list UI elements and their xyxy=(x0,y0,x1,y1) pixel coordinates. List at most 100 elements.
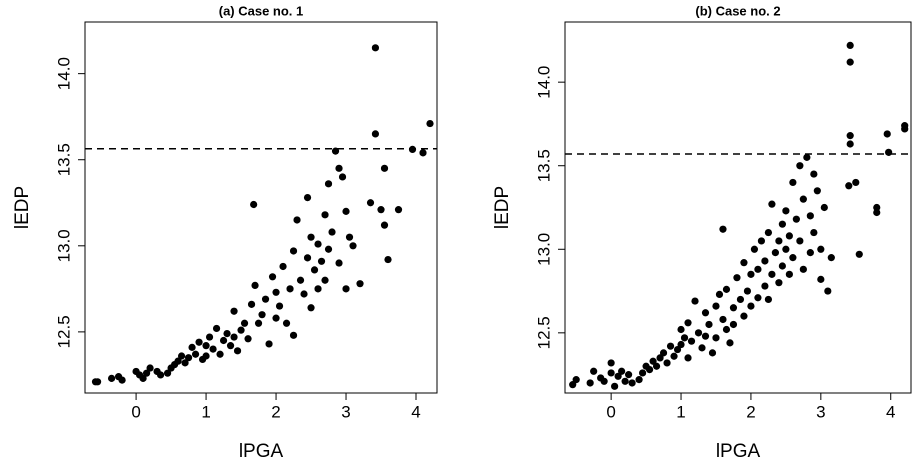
data-point xyxy=(715,290,724,299)
data-point xyxy=(649,357,657,365)
data-point xyxy=(852,178,860,187)
data-point xyxy=(272,314,280,322)
data-point xyxy=(635,376,643,384)
y-tick-label: 13.0 xyxy=(534,233,553,266)
data-point xyxy=(694,329,703,337)
data-point xyxy=(768,200,776,208)
data-point xyxy=(883,130,891,138)
data-point xyxy=(293,216,301,224)
y-axis-label: lEDP xyxy=(492,186,513,229)
data-point xyxy=(813,187,821,195)
data-point xyxy=(237,326,245,334)
data-point xyxy=(873,203,881,212)
data-point xyxy=(377,206,385,214)
data-point xyxy=(785,270,793,278)
data-point xyxy=(240,319,249,327)
data-point xyxy=(775,279,783,287)
y-axis-label: lEDP xyxy=(12,186,33,229)
data-point xyxy=(778,220,786,228)
y-tick-label: 12.5 xyxy=(54,315,73,348)
data-point xyxy=(799,265,807,273)
data-point xyxy=(768,270,776,278)
data-point xyxy=(303,254,312,262)
data-point xyxy=(324,245,333,253)
data-point xyxy=(789,178,797,187)
data-point xyxy=(796,162,804,170)
data-point xyxy=(810,170,818,178)
chart-title: (b) Case no. 2 xyxy=(695,3,780,18)
data-point xyxy=(618,367,626,375)
data-point xyxy=(782,245,790,253)
data-point xyxy=(265,340,273,348)
data-point xyxy=(796,237,804,245)
data-point xyxy=(827,254,835,262)
data-point xyxy=(586,379,594,387)
data-point xyxy=(261,295,270,303)
data-point xyxy=(712,302,720,310)
data-point xyxy=(684,319,692,327)
data-point xyxy=(799,195,807,203)
data-point xyxy=(191,350,200,358)
data-point xyxy=(666,342,675,350)
y-tick-label: 14.0 xyxy=(534,66,553,99)
data-point xyxy=(747,270,755,278)
data-point xyxy=(569,381,577,389)
data-point xyxy=(901,125,909,133)
data-point xyxy=(275,302,284,310)
data-point xyxy=(873,208,881,217)
data-point xyxy=(212,324,221,333)
data-point xyxy=(719,315,727,324)
data-point xyxy=(314,240,322,248)
data-point xyxy=(701,309,710,317)
data-point xyxy=(223,330,231,338)
y-tick-label: 12.5 xyxy=(534,316,553,349)
data-point xyxy=(677,340,685,349)
data-point xyxy=(184,354,193,362)
data-point xyxy=(244,335,252,343)
data-point xyxy=(380,164,389,172)
data-point xyxy=(778,262,786,270)
data-point xyxy=(638,369,647,377)
data-point xyxy=(761,257,769,265)
data-point xyxy=(845,182,853,190)
data-point xyxy=(146,364,154,372)
data-point xyxy=(202,342,210,350)
data-point xyxy=(118,376,126,384)
x-tick-label: 2 xyxy=(746,402,755,421)
data-point xyxy=(750,245,759,253)
data-point xyxy=(789,254,797,262)
data-point xyxy=(188,343,196,351)
x-tick-label: 2 xyxy=(271,402,280,421)
data-point xyxy=(394,206,403,214)
data-point xyxy=(754,294,762,302)
x-tick-label: 1 xyxy=(201,402,210,421)
data-point xyxy=(286,285,294,293)
data-point xyxy=(328,228,336,236)
data-point xyxy=(656,354,664,362)
data-point xyxy=(719,225,727,233)
data-point xyxy=(209,345,217,353)
data-point xyxy=(371,44,380,52)
data-point xyxy=(747,302,755,310)
data-point xyxy=(722,325,731,334)
data-point xyxy=(380,221,389,229)
data-point xyxy=(303,194,312,202)
y-tick-label: 13.5 xyxy=(534,149,553,182)
data-point xyxy=(296,276,305,284)
data-point xyxy=(614,372,622,380)
data-point xyxy=(757,237,766,245)
data-point xyxy=(687,337,696,345)
data-point xyxy=(792,215,800,223)
data-point xyxy=(698,344,706,352)
data-point xyxy=(572,376,580,384)
data-point xyxy=(806,249,814,257)
data-point xyxy=(726,339,734,347)
data-point xyxy=(279,262,287,271)
x-tick-label: 1 xyxy=(676,402,685,421)
data-point xyxy=(258,311,266,319)
data-point xyxy=(233,347,242,355)
data-point xyxy=(590,367,598,375)
y-tick-label: 13.0 xyxy=(54,229,73,262)
data-point xyxy=(254,319,263,327)
